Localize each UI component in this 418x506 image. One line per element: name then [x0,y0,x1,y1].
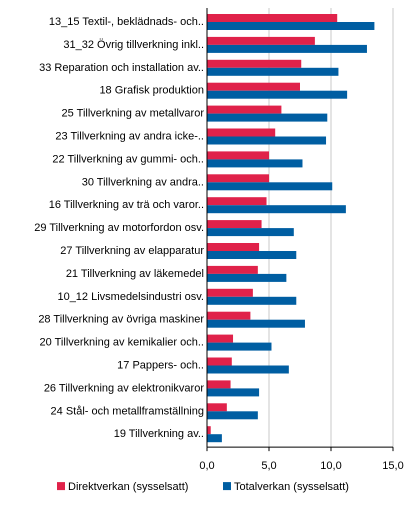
bar-direktverkan [207,311,251,320]
x-tick-label: 10,0 [320,460,341,472]
category-label: 19 Tillverkning av.. [114,428,204,440]
category-label: 33 Reparation och installation av.. [39,62,204,74]
bar-direktverkan [207,59,302,68]
category-labels: 13_15 Textil-, beklädnads- och.. 31_32 Öv… [34,16,204,440]
bar-direktverkan [207,151,269,160]
bar-totalverkan [207,159,303,168]
bars [207,14,375,443]
legend-swatch [223,482,231,491]
bar-totalverkan [207,67,339,76]
bar-direktverkan [207,243,260,251]
bar-direktverkan [207,105,282,114]
x-tick-label: 0,0 [199,460,214,472]
category-label: 24 Stål- och metallframställning [51,405,204,417]
category-label: 30 Tillverkning av andra.. [82,176,204,188]
bar-direktverkan [207,174,269,183]
category-label: 25 Tillverkning av metallvaror [62,108,205,120]
category-label: 22 Tillverkning av gummi- och.. [52,153,204,165]
bar-totalverkan [207,90,348,99]
bar-totalverkan [207,273,287,282]
legend-label: Totalverkan (sysselsatt) [234,481,349,493]
category-label: 27 Tillverkning av elapparatur [60,245,204,257]
bar-totalverkan [207,205,346,214]
category-label: 26 Tillverkning av elektronikvaror [44,382,205,394]
x-axis: 0,0 5,0 10,0 15,0 [199,8,404,472]
category-label: 18 Grafisk produktion [99,85,204,97]
bar-totalverkan [207,388,260,397]
category-label: 10_12 Livsmedelsindustri osv. [57,291,204,303]
bar-totalverkan [207,113,328,122]
bar-direktverkan [207,14,338,22]
bar-totalverkan [207,44,367,53]
bar-totalverkan [207,182,333,191]
bar-direktverkan [207,288,253,297]
bar-direktverkan [207,403,227,412]
bar-totalverkan [207,319,305,328]
category-label: 29 Tillverkning av motorfordon osv. [34,222,204,234]
category-label: 16 Tillverkning av trä och varor.. [49,199,204,211]
bar-totalverkan [207,22,375,30]
bar-direktverkan [207,380,231,389]
bar-totalverkan [207,365,289,374]
bar-direktverkan [207,197,267,206]
bar-totalverkan [207,136,327,145]
bar-totalverkan [207,251,297,259]
x-tick-label: 15,0 [382,460,403,472]
bar-direktverkan [207,82,300,91]
x-tick-label: 5,0 [261,460,276,472]
bar-totalverkan [207,342,272,351]
bar-totalverkan [207,228,294,237]
bar-direktverkan [207,36,315,45]
bar-totalverkan [207,434,222,443]
category-label: 28 Tillverkning av övriga maskiner [38,314,204,326]
category-label: 31_32 Övrig tillverkning inkl.. [63,39,204,51]
category-label: 21 Tillverkning av läkemedel [66,268,204,280]
bar-direktverkan [207,265,258,274]
bar-direktverkan [207,357,232,366]
legend-label: Direktverkan (sysselsatt) [68,481,188,493]
bar-totalverkan [207,296,297,305]
bar-direktverkan [207,334,234,343]
category-label: 17 Pappers- och.. [117,360,204,372]
category-label: 13_15 Textil-, beklädnads- och.. [49,16,204,28]
category-label: 20 Tillverkning av kemikalier och.. [40,337,204,349]
bar-direktverkan [207,128,276,137]
legend: Direktverkan (sysselsatt) Totalverkan (sy… [57,481,349,493]
gridlines [268,8,394,448]
legend-swatch [57,482,65,491]
bar-direktverkan [207,426,211,435]
bar-totalverkan [207,411,258,420]
category-label: 23 Tillverkning av andra icke-.. [55,131,204,143]
bar-direktverkan [207,220,262,229]
